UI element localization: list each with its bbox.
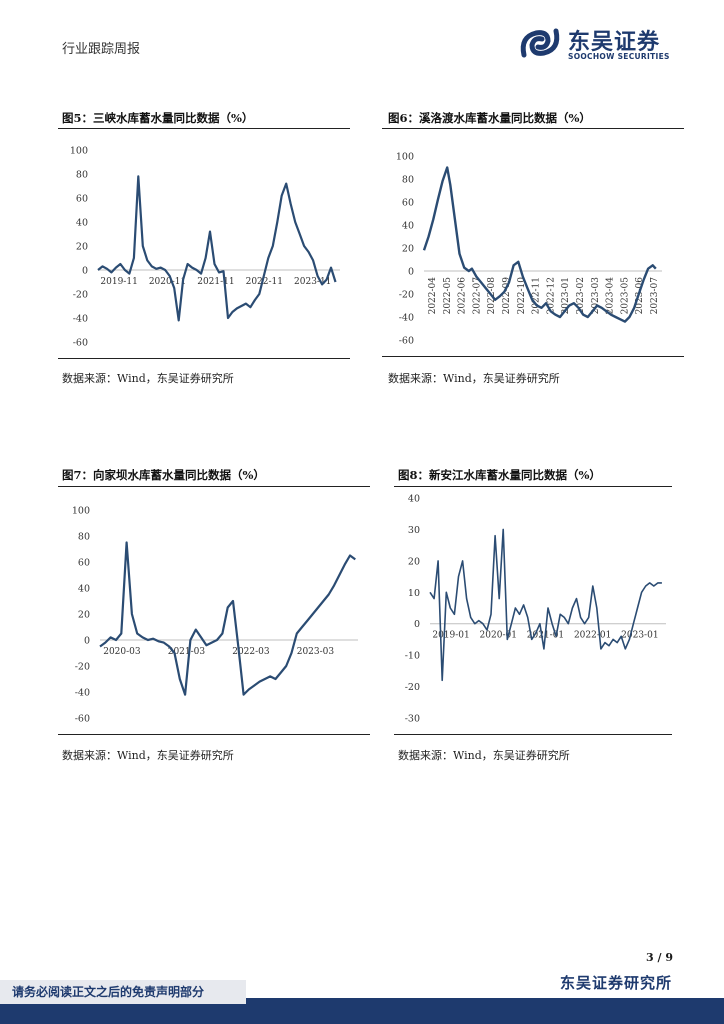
chart-fig7: 100 80 60 40 20 0 -20 -40 -60 2020-03 2021-03 2022-… xyxy=(72,506,358,725)
x-tick-label: 2022-09 xyxy=(502,277,512,315)
figure-7-top-rule xyxy=(58,486,370,487)
y-tick-label: -20 xyxy=(75,662,90,673)
series-line xyxy=(429,528,662,682)
logo-name: 东吴证券 xyxy=(568,30,661,55)
y-tick-label: 60 xyxy=(402,198,414,209)
y-tick-label: -40 xyxy=(73,314,88,325)
x-tick-label: 2023-07 xyxy=(650,277,660,315)
series-line xyxy=(99,541,356,696)
x-tick-label: 2022-03 xyxy=(232,647,270,657)
figure-6-title: 图6：溪洛渡水库蓄水量同比数据（%） xyxy=(388,111,591,125)
x-tick-label: 2020-01 xyxy=(480,631,517,641)
y-tick-label: 20 xyxy=(78,610,90,621)
figure-6-bottom-rule xyxy=(382,356,684,357)
figure-5-top-rule xyxy=(58,128,350,129)
figure-5-bottom-rule xyxy=(58,358,350,359)
x-tick-label: 2023-05 xyxy=(620,277,630,315)
x-tick-label: 2019-11 xyxy=(100,277,137,287)
y-tick-label: -20 xyxy=(405,682,420,693)
y-tick-label: -60 xyxy=(75,714,90,725)
y-tick-label: 100 xyxy=(72,506,90,517)
x-tick-label: 2023-03 xyxy=(297,647,335,657)
x-tick-label: 2020-03 xyxy=(103,647,141,657)
y-tick-label: 60 xyxy=(76,194,88,205)
y-tick-label: -40 xyxy=(75,688,90,699)
x-tick-label: 2023-02 xyxy=(576,277,586,314)
x-tick-label: 2022-12 xyxy=(546,277,556,314)
x-tick-label: 2023-11 xyxy=(294,277,331,287)
x-tick-label: 2022-11 xyxy=(532,277,542,314)
y-tick-label: 0 xyxy=(408,267,414,278)
figure-6-top-rule xyxy=(382,128,684,129)
x-tick-label: 2019-01 xyxy=(432,631,469,641)
y-tick-label: 60 xyxy=(78,558,90,569)
x-tick-label: 2022-10 xyxy=(517,277,527,315)
x-tick-label: 2023-01 xyxy=(561,277,571,314)
y-tick-label: 80 xyxy=(76,170,88,181)
y-tick-label: -30 xyxy=(405,714,420,725)
y-tick-label: 40 xyxy=(408,494,420,505)
logo-english: SOOCHOW SECURITIES xyxy=(568,52,670,61)
section-tag: 行业跟踪周报 xyxy=(62,42,141,57)
logo xyxy=(518,25,562,65)
figure-8-source: 数据来源：Wind，东吴证券研究所 xyxy=(398,749,570,762)
y-tick-label: 20 xyxy=(408,556,420,567)
disclaimer-link[interactable]: 请务必阅读正文之后的免责声明部分 xyxy=(0,980,246,1004)
page-number: 3 / 9 xyxy=(646,951,673,964)
y-tick-label: -20 xyxy=(399,290,414,301)
x-tick-label: 2022-11 xyxy=(246,277,283,287)
chart-fig5: 100 80 60 40 20 0 -20 -40 -60 2019-11 2020-11 2021-… xyxy=(70,146,340,349)
x-tick-label: 2023-06 xyxy=(635,277,645,315)
y-tick-label: -60 xyxy=(399,336,414,347)
chart-fig6: 100 80 60 40 20 0 -20 -40 -60 2022-04 2022-05 2022-… xyxy=(396,152,662,347)
x-tick-label: 2022-05 xyxy=(443,277,453,315)
figure-8-top-rule xyxy=(394,486,672,487)
footer-organization: 东吴证券研究所 xyxy=(560,974,673,992)
figure-5-source: 数据来源：Wind，东吴证券研究所 xyxy=(62,372,234,385)
x-tick-label: 2021-11 xyxy=(197,277,234,287)
series-line xyxy=(97,175,337,322)
y-tick-label: 0 xyxy=(414,619,420,630)
figure-7-source: 数据来源：Wind，东吴证券研究所 xyxy=(62,749,234,762)
y-tick-label: -20 xyxy=(73,290,88,301)
x-tick-label: 2022-01 xyxy=(574,631,611,641)
figure-7-title: 图7：向家坝水库蓄水量同比数据（%） xyxy=(62,468,265,482)
y-tick-label: 100 xyxy=(396,152,414,163)
x-tick-label: 2023-01 xyxy=(621,631,658,641)
x-tick-label: 2022-06 xyxy=(458,277,468,315)
y-tick-label: 80 xyxy=(78,532,90,543)
x-tick-label: 2022-07 xyxy=(472,277,482,315)
x-tick-label: 2022-04 xyxy=(428,277,438,315)
figure-6-source: 数据来源：Wind，东吴证券研究所 xyxy=(388,372,560,385)
y-tick-label: 10 xyxy=(408,588,420,599)
y-tick-label: 0 xyxy=(82,266,88,277)
y-tick-label: 20 xyxy=(76,242,88,253)
x-tick-label: 2023-04 xyxy=(606,277,616,315)
x-tick-label: 2021-03 xyxy=(168,647,206,657)
y-tick-label: -10 xyxy=(405,651,420,662)
y-tick-label: 100 xyxy=(70,146,88,157)
logo-mark-icon xyxy=(520,28,560,58)
figure-8-bottom-rule xyxy=(394,734,672,735)
x-tick-label: 2020-11 xyxy=(149,277,186,287)
y-tick-label: 80 xyxy=(402,175,414,186)
y-tick-label: 20 xyxy=(402,244,414,255)
y-tick-label: 40 xyxy=(78,584,90,595)
figure-5-title: 图5：三峡水库蓄水量同比数据（%） xyxy=(62,111,254,125)
y-tick-label: -40 xyxy=(399,313,414,324)
y-tick-label: 30 xyxy=(408,525,420,536)
y-tick-label: 40 xyxy=(402,221,414,232)
y-tick-label: 0 xyxy=(84,636,90,647)
figure-7-bottom-rule xyxy=(58,734,370,735)
y-tick-label: 40 xyxy=(76,218,88,229)
y-tick-label: -60 xyxy=(73,338,88,349)
figure-8-title: 图8：新安江水库蓄水量同比数据（%） xyxy=(398,468,601,482)
series-line xyxy=(422,166,657,323)
x-tick-label: 2023-03 xyxy=(591,277,601,315)
